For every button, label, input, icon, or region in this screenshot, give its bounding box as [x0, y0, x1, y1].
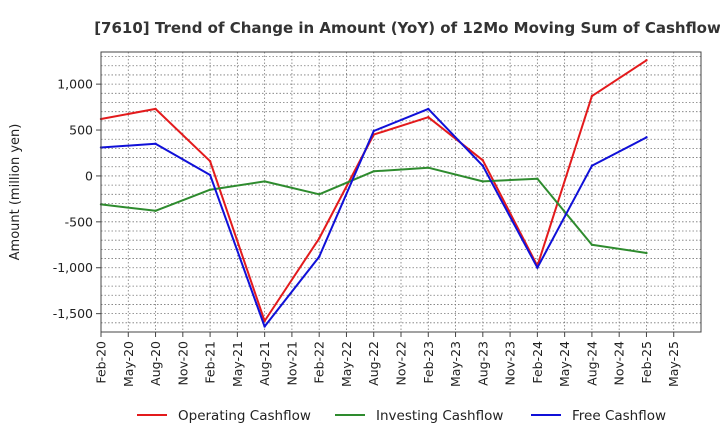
x-tick-label: Feb-21: [203, 341, 218, 384]
free-cashflow-point: [645, 136, 648, 139]
x-tick-label: Aug-24: [584, 341, 599, 386]
investing-cashflow-point: [645, 251, 648, 255]
x-tick-label: May-23: [448, 341, 463, 387]
investing-cashflow-point: [263, 180, 266, 183]
free-cashflow-point: [590, 164, 594, 168]
x-tick-label: Aug-22: [366, 341, 381, 386]
x-tick-label: Aug-21: [257, 341, 272, 386]
x-tick-label: Aug-20: [148, 341, 163, 386]
y-tick-label: 500: [69, 123, 93, 138]
x-tick-label: May-21: [230, 341, 245, 387]
investing-cashflow-point: [427, 166, 430, 169]
free-cashflow-point: [481, 164, 485, 168]
chart-series: [99, 59, 648, 328]
y-tick-label: -1,000: [53, 260, 93, 275]
x-tick-label: Nov-20: [175, 341, 190, 386]
operating-cashflow-point: [481, 159, 485, 162]
y-axis-ticks: 1,000 500 0 -500 -1,000 -1,500: [53, 77, 101, 321]
x-tick-label: May-22: [339, 341, 354, 387]
operating-cashflow-point: [208, 160, 212, 163]
legend-label: Investing Cashflow: [376, 408, 503, 424]
x-tick-label: May-24: [557, 341, 572, 387]
free-cashflow-point: [536, 266, 539, 269]
investing-cashflow-point: [317, 193, 321, 196]
x-tick-label: Aug-23: [475, 341, 490, 386]
x-tick-label: Feb-25: [639, 341, 654, 384]
investing-cashflow-point: [481, 180, 485, 183]
investing-cashflow-point: [154, 209, 157, 213]
plot-frame: [100, 51, 702, 333]
operating-cashflow-point: [590, 94, 594, 98]
legend-item-investing-cashflow[interactable]: Investing Cashflow: [335, 408, 503, 424]
free-cashflow-point: [317, 255, 321, 258]
investing-cashflow-point: [208, 188, 212, 191]
x-tick-label: Nov-22: [394, 341, 409, 385]
legend-label: Free Cashflow: [572, 408, 666, 424]
y-tick-label: 0: [85, 168, 93, 183]
x-tick-label: Feb-20: [94, 341, 109, 384]
x-tick-label: Feb-22: [312, 341, 327, 384]
chart-grid: [101, 52, 701, 333]
free-cashflow-point: [263, 325, 266, 328]
legend-label: Operating Cashflow: [178, 408, 311, 424]
investing-cashflow-point: [590, 243, 594, 246]
x-tick-label: Nov-24: [612, 341, 627, 386]
x-tick-label: Nov-23: [503, 341, 518, 385]
investing-cashflow-point: [372, 170, 375, 173]
chart-legend[interactable]: Operating Cashflow Investing Cashflow Free…: [137, 408, 666, 424]
free-cashflow-point: [154, 142, 157, 146]
operating-cashflow-point: [427, 115, 430, 119]
x-tick-label: Feb-23: [421, 341, 436, 384]
chart-title: [7610] Trend of Change in Amount (YoY) o…: [94, 19, 720, 37]
y-axis-label: Amount (million yen): [8, 124, 23, 261]
operating-cashflow-point: [317, 237, 321, 240]
free-cashflow-point: [427, 107, 430, 111]
investing-cashflow-point: [536, 177, 539, 180]
x-tick-label: May-20: [121, 341, 136, 387]
operating-cashflow-point: [645, 59, 648, 62]
legend-item-free-cashflow[interactable]: Free Cashflow: [531, 408, 666, 424]
operating-cashflow-line: [100, 59, 648, 322]
x-tick-label: Feb-24: [530, 341, 545, 384]
x-tick-label: May-25: [666, 341, 681, 387]
x-tick-label: Nov-21: [284, 341, 299, 385]
x-axis-ticks: Feb-20 May-20 Aug-20 Nov-20 Feb-21 May-21 Aug-…: [94, 332, 681, 387]
free-cashflow-point: [372, 129, 375, 133]
y-tick-label: -500: [65, 214, 93, 229]
free-cashflow-point: [208, 173, 212, 177]
y-tick-label: -1,500: [53, 306, 93, 321]
operating-cashflow-point: [154, 107, 157, 111]
operating-cashflow-point: [263, 319, 266, 323]
y-tick-label: 1,000: [57, 77, 93, 92]
legend-item-operating-cashflow[interactable]: Operating Cashflow: [137, 408, 311, 424]
